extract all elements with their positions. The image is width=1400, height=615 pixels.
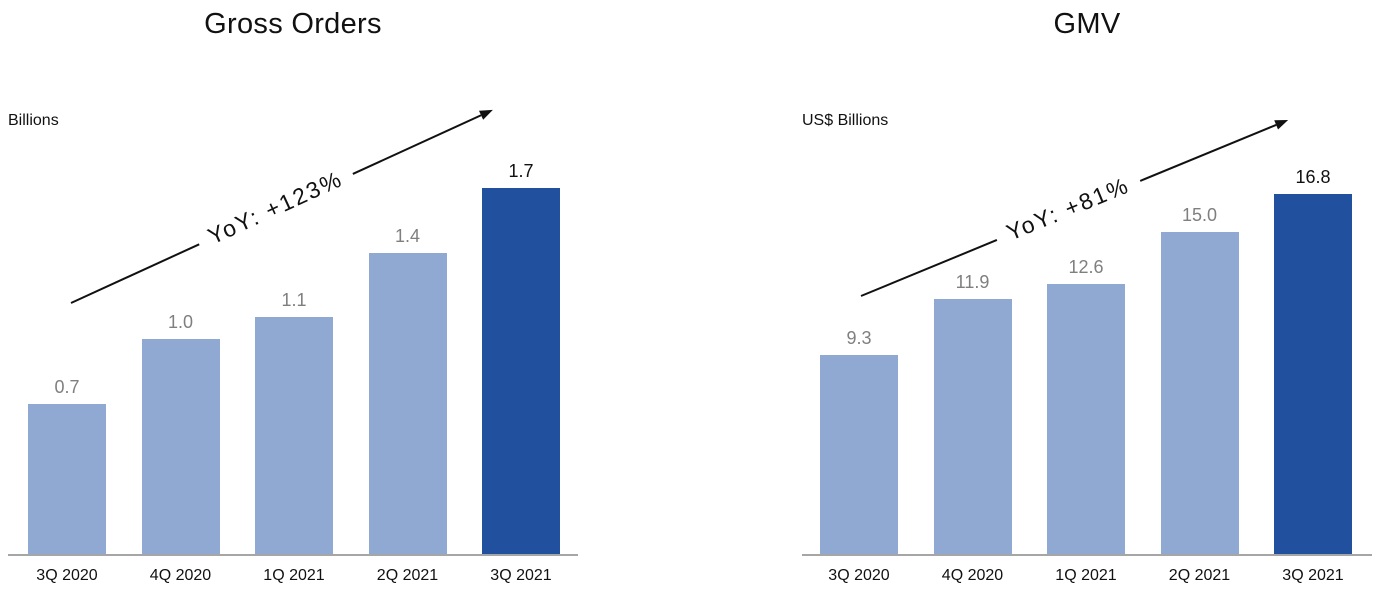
bar-column-3q-2021: 16.8 [1274, 167, 1352, 555]
axis-label-4q-2020: 4Q 2020 [149, 567, 212, 584]
bar-3q-2020 [820, 355, 898, 555]
value-label: 1.7 [508, 161, 534, 181]
axis-label-4q-2020: 4Q 2020 [941, 567, 1004, 584]
value-label: 0.7 [54, 377, 80, 397]
bar-3q-2021 [482, 188, 560, 555]
chart-title: GMV [1053, 8, 1121, 40]
axis-label-2q-2021: 2Q 2021 [1168, 567, 1231, 584]
axis-label-3q-2020: 3Q 2020 [828, 567, 890, 584]
bar-1q-2021 [1047, 284, 1125, 555]
bar-4q-2020 [141, 339, 220, 555]
units-label: US$ Billions [802, 112, 889, 129]
value-label: 1.0 [167, 312, 194, 332]
bar-column-1q-2021: 12.6 [1047, 257, 1125, 555]
bar-column-3q-2020: 9.3 [820, 328, 898, 555]
chart-title: Gross Orders [204, 8, 382, 40]
axis-label-1q-2021: 1Q 2021 [263, 567, 325, 584]
value-label: 1.4 [394, 226, 421, 246]
units-label: Billions [8, 112, 59, 129]
bar-column-2q-2021: 1.4 [368, 226, 447, 555]
x-axis-line [802, 554, 1372, 556]
x-axis-line [8, 554, 578, 556]
bars: 0.7 1.0 1.1 1.4 1.7 [28, 161, 560, 555]
axis-label-3q-2020: 3Q 2020 [36, 567, 98, 584]
bars: 9.3 11.9 12.6 15.0 16.8 [820, 167, 1352, 555]
tick-labels: 3Q 2020 4Q 2020 1Q 2021 2Q 2021 3Q 2021 [820, 567, 1352, 585]
bar-3q-2021 [1274, 194, 1352, 555]
value-label: 12.6 [1068, 257, 1104, 277]
arrowhead-icon [1274, 115, 1291, 130]
bar-4q-2020 [933, 299, 1012, 555]
tick-labels: 3Q 2020 4Q 2020 1Q 2021 2Q 2021 3Q 2021 [28, 567, 560, 585]
value-label: 11.9 [955, 272, 990, 292]
bar-1q-2021 [255, 317, 333, 555]
axis-label-2q-2021: 2Q 2021 [376, 567, 439, 584]
value-label: 15.0 [1181, 205, 1218, 225]
axis-label-3q-2021: 3Q 2021 [1282, 567, 1344, 584]
value-label: 9.3 [846, 328, 872, 348]
bar-column-3q-2020: 0.7 [28, 377, 106, 555]
bar-column-1q-2021: 1.1 [255, 290, 333, 555]
bar-3q-2020 [28, 404, 106, 555]
value-label: 16.8 [1295, 167, 1331, 187]
bar-column-3q-2021: 1.7 [482, 161, 560, 555]
axis-label-3q-2021: 3Q 2021 [490, 567, 552, 584]
bar-column-2q-2021: 15.0 [1160, 205, 1239, 555]
bar-2q-2021 [1160, 232, 1239, 555]
bar-column-4q-2020: 1.0 [141, 312, 220, 555]
bar-2q-2021 [368, 253, 447, 555]
axis-label-1q-2021: 1Q 2021 [1055, 567, 1117, 584]
gross-orders-chart-panel: Gross Orders Billions YoY: +123% 0.7 1.0 1… [8, 0, 578, 615]
value-label: 1.1 [281, 290, 307, 310]
gmv-chart-panel: GMV US$ Billions YoY: +81% 9.3 11.9 12.6 15… [802, 0, 1372, 615]
bar-column-4q-2020: 11.9 [933, 272, 1012, 555]
arrowhead-icon [478, 105, 495, 120]
